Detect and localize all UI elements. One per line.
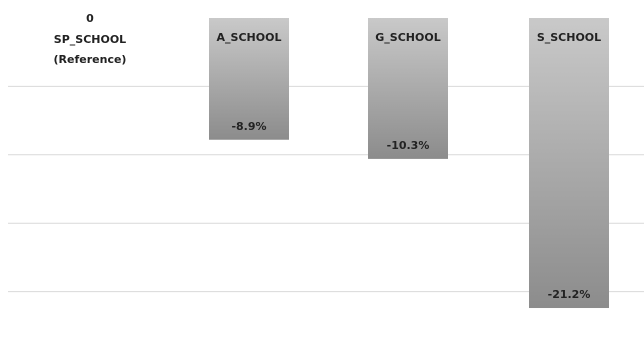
data-label: -21.2% <box>548 288 591 301</box>
data-label: -8.9% <box>231 120 266 133</box>
labels: 0 SP_SCHOOL (Reference) A_SCHOOL -8.9% G_SCHO… <box>54 12 602 301</box>
data-label: -10.3% <box>387 139 430 152</box>
category-label: G_SCHOOL <box>375 31 440 44</box>
bars <box>209 18 609 309</box>
category-label: A_SCHOOL <box>217 31 282 44</box>
category-label: SP_SCHOOL <box>54 33 126 46</box>
data-label: 0 <box>86 12 94 25</box>
category-note: (Reference) <box>54 53 127 66</box>
bar-a-school <box>209 18 289 140</box>
bar-g-school <box>368 18 448 159</box>
bar-s-school <box>529 18 609 309</box>
category-label: S_SCHOOL <box>537 31 601 44</box>
